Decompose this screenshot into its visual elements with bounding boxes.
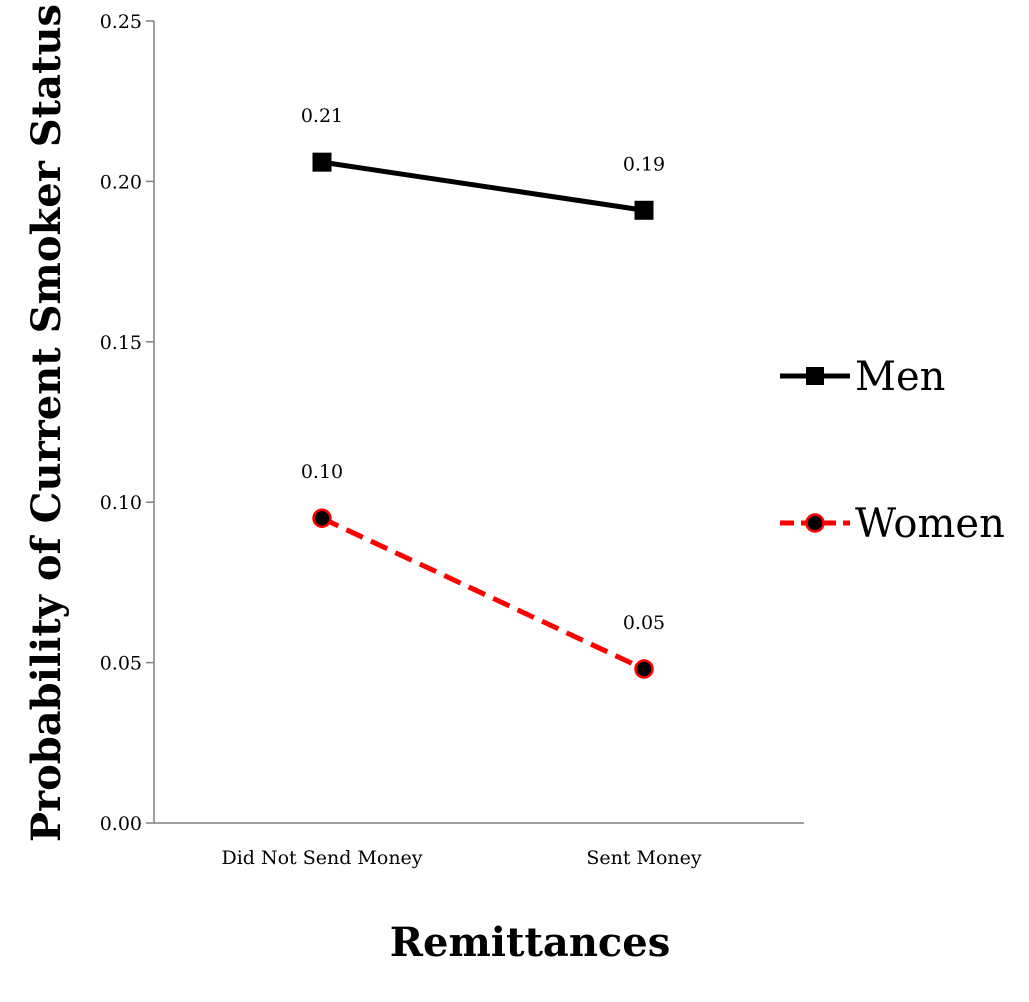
data-point	[634, 659, 654, 679]
data-label: 0.21	[301, 105, 343, 127]
legend-label: Men	[855, 354, 945, 400]
legend-marker	[806, 367, 824, 385]
y-axis-title: Probability of Current Smoker Status	[23, 4, 70, 842]
axes	[153, 21, 804, 824]
y-tick-label: 0.05	[100, 653, 142, 675]
data-point	[634, 200, 654, 220]
legend-marker	[805, 513, 825, 533]
series-line	[320, 515, 646, 672]
legend-label: Women	[855, 501, 1005, 547]
data-label: 0.05	[623, 612, 665, 634]
series-men: 0.21 0.19	[301, 105, 665, 220]
y-tick-label: 0.20	[100, 171, 142, 193]
y-tick-label: 0.25	[100, 11, 142, 33]
y-tick-label: 0.00	[100, 813, 142, 835]
data-point	[312, 508, 332, 528]
y-tick-label: 0.15	[100, 332, 142, 354]
data-label: 0.10	[301, 461, 343, 483]
series-women: 0.10 0.05	[301, 461, 665, 679]
x-tick-labels: Did Not Send Money Sent Money	[221, 847, 701, 869]
y-tick-labels: 0.00 0.05 0.10 0.15 0.20 0.25	[100, 11, 154, 835]
data-label: 0.19	[623, 153, 665, 175]
y-tick-label: 0.10	[100, 492, 142, 514]
series-line	[321, 159, 645, 213]
legend: Men Women	[780, 354, 1005, 547]
x-tick-label: Sent Money	[586, 847, 702, 869]
legend-item-men: Men	[780, 354, 945, 400]
x-tick-label: Did Not Send Money	[221, 847, 422, 869]
data-point	[312, 152, 332, 172]
legend-item-women: Women	[780, 501, 1005, 547]
x-axis-title: Remittances	[390, 919, 671, 966]
series-group: 0.21 0.19 0.10 0.05	[301, 105, 665, 679]
